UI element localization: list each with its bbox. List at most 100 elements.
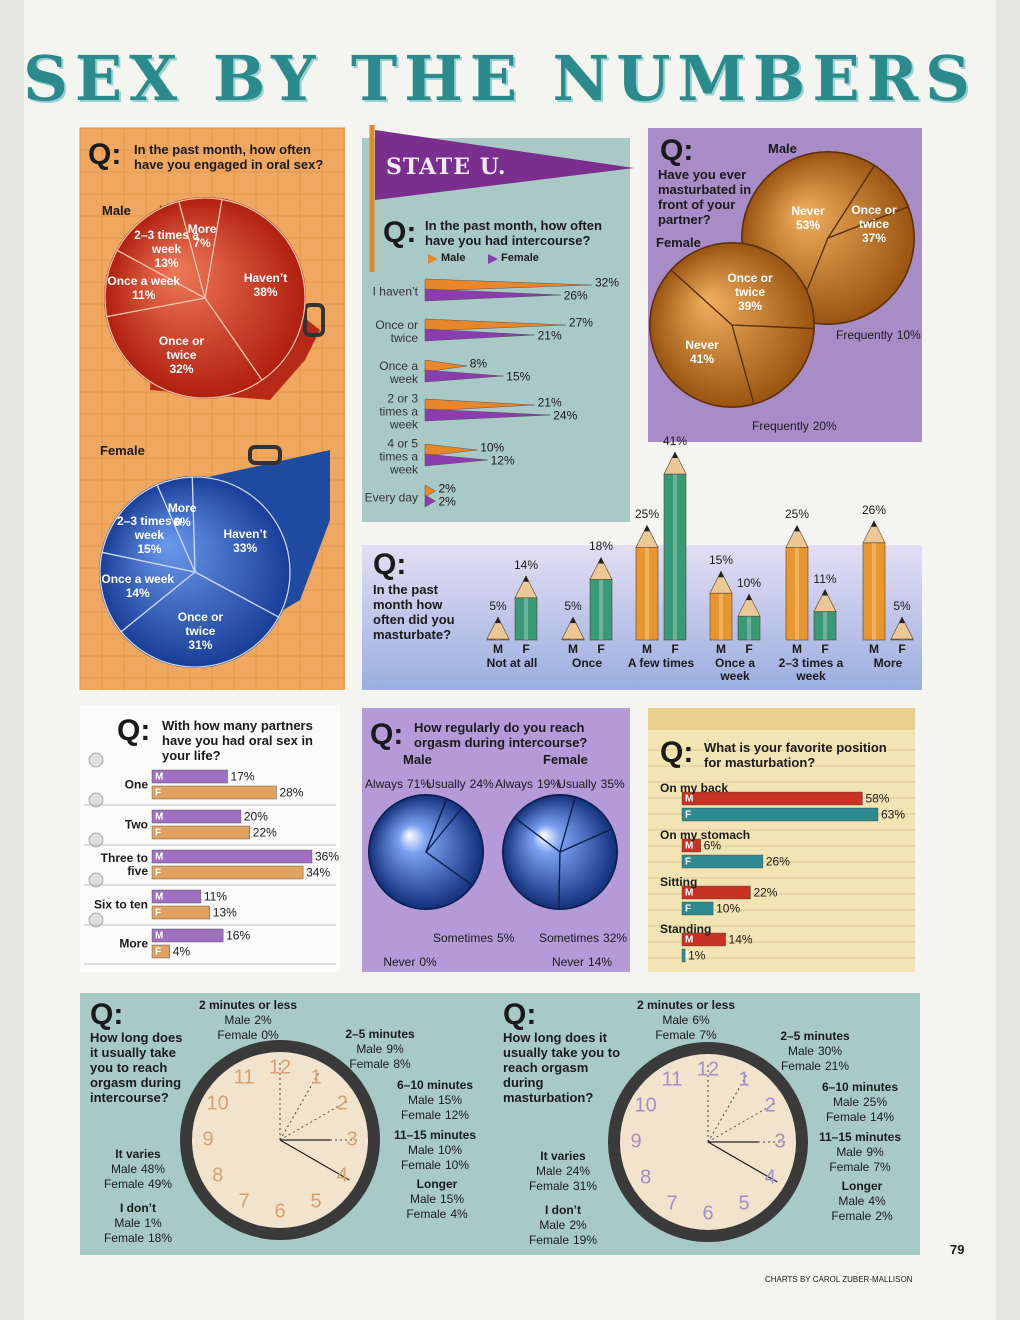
bar: [681, 901, 714, 916]
question: In the past month, how often have you ha…: [425, 218, 602, 248]
series-label: F: [597, 642, 605, 656]
clock-line: Female 12%: [397, 1108, 473, 1123]
pencil-stripe: [872, 542, 876, 640]
value-label: 14%: [125, 585, 150, 600]
dial-number: 7: [238, 1190, 250, 1213]
question-mark: Q:: [660, 736, 694, 769]
pie-label: Usually 24%: [425, 777, 495, 791]
series-label: F: [821, 642, 829, 656]
category-label: On my back: [660, 781, 729, 795]
value-label: 22%: [753, 885, 778, 899]
series-label: Male: [662, 1013, 689, 1027]
clock-line: Female 7%: [637, 1028, 735, 1043]
series-label: M: [155, 811, 164, 822]
pencil-tip: [813, 588, 837, 612]
value-label: 20%: [243, 809, 268, 823]
pencil-lead: [746, 594, 752, 601]
category-label: Sitting: [660, 875, 698, 889]
value-label: 10%: [716, 901, 741, 915]
megaphone-handle: [248, 445, 282, 465]
spike: [424, 494, 436, 508]
pie-subtitle: Female: [656, 235, 701, 250]
spike: [424, 328, 535, 342]
series-label: F: [155, 907, 162, 918]
value-label: 32%: [169, 362, 194, 377]
bar: [151, 944, 170, 959]
clock-label: It varies Male 24% Female 31%: [529, 1149, 597, 1194]
question: Have you ever masturbated in front of yo…: [658, 167, 752, 227]
value-label: 2%: [438, 494, 456, 509]
dial-number: 6: [274, 1200, 286, 1223]
spike: [424, 408, 551, 422]
bar: [151, 809, 242, 824]
category-label: Not at all: [486, 656, 538, 670]
dial-number: 5: [310, 1190, 322, 1213]
clock-ray: [707, 1101, 778, 1143]
value-label: 25%: [634, 507, 660, 522]
pencil-stripe: [645, 547, 649, 640]
category-label: 11–15 minutes: [393, 1128, 477, 1142]
pie-subtitle: Male: [403, 752, 432, 767]
value-label: 27%: [568, 315, 593, 330]
series-label: F: [155, 827, 162, 838]
value-label: 24%: [553, 408, 578, 423]
value-label: 4%: [450, 1207, 468, 1221]
bar: [681, 885, 751, 900]
bar: [681, 948, 686, 963]
pie-label: Never 53%: [772, 204, 844, 232]
clock-label: 2 minutes or less Male 6% Female 7%: [637, 998, 735, 1043]
series-label: Female: [829, 1160, 870, 1174]
value-label: 15%: [506, 369, 531, 384]
clock-line: Male 2%: [529, 1218, 597, 1233]
value-label: 14%: [869, 1110, 895, 1124]
value-label: 21%: [537, 328, 562, 343]
pie-label: More 6%: [144, 501, 220, 529]
clock-label: I don’t Male 2% Female 19%: [529, 1203, 597, 1248]
clock-label: I don’t Male 1% Female 18%: [104, 1201, 172, 1246]
series-label: Male: [535, 1164, 562, 1178]
series-label: Female: [528, 1233, 569, 1247]
category-label: Once or twice: [727, 271, 773, 299]
clock-line: Male 25%: [822, 1095, 898, 1110]
question-mark: Q:: [503, 998, 537, 1031]
value-label: 37%: [861, 231, 887, 245]
category-label: Three to five: [100, 851, 148, 878]
pie-slice: [116, 200, 207, 300]
series-label: Male: [838, 1194, 865, 1208]
value-label: 17%: [230, 769, 255, 783]
value-label: 10%: [736, 576, 762, 591]
dial-number: 2: [764, 1094, 776, 1117]
pencil-lead: [495, 617, 501, 624]
pie-slice: [178, 197, 223, 299]
pie-slice: [120, 571, 280, 668]
dial-number: 8: [212, 1164, 224, 1187]
pie-label: Frequently 20%: [752, 419, 837, 433]
value-label: 5%: [893, 599, 911, 614]
dial-number: 9: [630, 1130, 642, 1153]
bar: [151, 865, 304, 880]
series-label: Female: [825, 1110, 866, 1124]
pie-slice: [99, 551, 197, 633]
clock-line: Female 4%: [406, 1207, 467, 1222]
value-label: 18%: [588, 539, 614, 554]
pencil: [514, 575, 538, 641]
value-label: 19%: [536, 777, 562, 791]
category-label: 2 minutes or less: [636, 998, 736, 1012]
series-label: Male: [787, 1044, 814, 1058]
pie-slice: [826, 164, 909, 240]
pencil-lead: [794, 525, 800, 532]
value-label: 58%: [865, 791, 890, 805]
category-label: I don’t: [544, 1203, 581, 1217]
category-label: Usually: [557, 777, 597, 791]
value-label: 53%: [795, 218, 821, 232]
pie-slice: [191, 476, 291, 618]
pie-slice: [105, 297, 263, 399]
category-label: 2 or 3 times a week: [379, 391, 418, 432]
question-mark: Q:: [370, 718, 404, 751]
spike: [424, 484, 436, 498]
value-label: 2%: [569, 1218, 587, 1232]
clock-line: Male 9%: [819, 1145, 901, 1160]
dial-number: 6: [702, 1202, 714, 1225]
value-label: 4%: [868, 1194, 886, 1208]
